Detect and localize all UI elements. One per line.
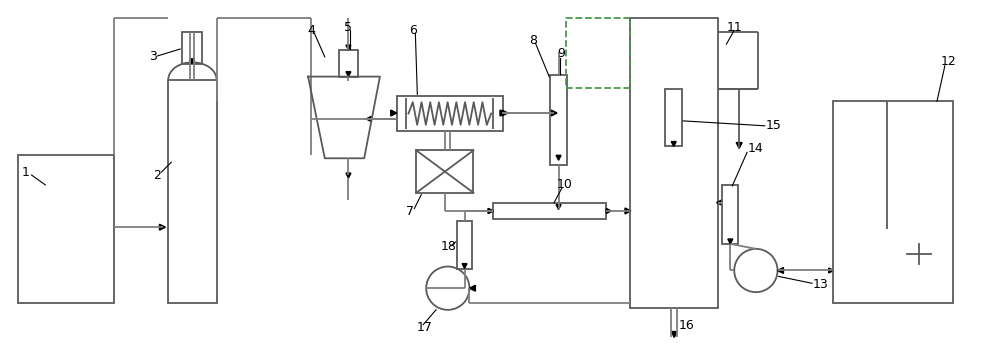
Bar xyxy=(833,101,953,303)
Text: 15: 15 xyxy=(766,119,782,132)
Polygon shape xyxy=(671,332,677,338)
Bar xyxy=(630,18,718,308)
Polygon shape xyxy=(366,117,371,121)
Text: 17: 17 xyxy=(416,321,432,334)
Bar xyxy=(457,221,472,269)
Polygon shape xyxy=(829,268,834,273)
Polygon shape xyxy=(778,268,783,274)
Polygon shape xyxy=(159,224,165,230)
Polygon shape xyxy=(346,72,351,77)
Text: 1: 1 xyxy=(22,165,30,178)
Polygon shape xyxy=(736,143,742,149)
Bar xyxy=(722,185,738,244)
Bar xyxy=(665,89,682,146)
Text: 9: 9 xyxy=(557,48,565,61)
Polygon shape xyxy=(556,205,561,209)
Text: 7: 7 xyxy=(406,205,414,218)
Polygon shape xyxy=(606,208,611,213)
Text: 16: 16 xyxy=(679,319,695,332)
Text: 3: 3 xyxy=(149,50,157,63)
Polygon shape xyxy=(625,208,631,214)
Bar xyxy=(416,150,473,193)
Text: 13: 13 xyxy=(813,278,829,291)
Text: 6: 6 xyxy=(409,24,417,37)
Polygon shape xyxy=(469,285,475,291)
Polygon shape xyxy=(728,239,733,244)
Text: 5: 5 xyxy=(344,21,352,34)
Polygon shape xyxy=(488,208,493,213)
Text: 10: 10 xyxy=(557,178,573,191)
Polygon shape xyxy=(500,110,506,116)
Text: 11: 11 xyxy=(726,21,742,34)
Polygon shape xyxy=(556,155,561,160)
Text: 14: 14 xyxy=(748,142,764,155)
Bar xyxy=(550,75,567,165)
Text: 2: 2 xyxy=(154,169,161,182)
Text: 8: 8 xyxy=(530,34,538,47)
Polygon shape xyxy=(462,264,467,269)
Polygon shape xyxy=(346,173,351,178)
Bar xyxy=(566,18,630,88)
Text: 4: 4 xyxy=(307,24,315,37)
Bar xyxy=(18,155,114,303)
Bar xyxy=(182,32,202,64)
Polygon shape xyxy=(502,110,508,116)
Bar xyxy=(168,80,217,303)
Text: 18: 18 xyxy=(441,240,457,253)
Polygon shape xyxy=(488,208,493,213)
Bar xyxy=(493,202,606,219)
Polygon shape xyxy=(717,200,721,205)
Text: 12: 12 xyxy=(941,55,957,68)
Polygon shape xyxy=(671,142,676,146)
Polygon shape xyxy=(346,45,351,50)
Polygon shape xyxy=(189,59,194,64)
Polygon shape xyxy=(551,110,557,116)
Polygon shape xyxy=(391,110,397,116)
Bar xyxy=(397,96,503,131)
Bar xyxy=(339,50,358,77)
